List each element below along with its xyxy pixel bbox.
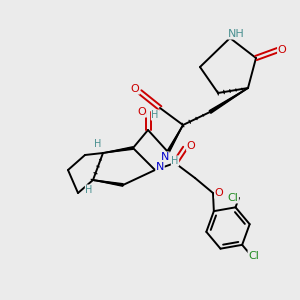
Polygon shape [167, 125, 183, 153]
Text: O: O [138, 107, 146, 117]
Text: Cl: Cl [227, 193, 239, 203]
Text: Cl: Cl [248, 250, 259, 260]
Text: H: H [151, 110, 159, 120]
Polygon shape [93, 180, 123, 186]
Text: O: O [214, 188, 224, 198]
Text: N: N [161, 152, 169, 162]
Text: NH: NH [228, 29, 244, 39]
Polygon shape [209, 88, 248, 113]
Text: N: N [156, 162, 164, 172]
Text: O: O [278, 45, 286, 55]
Text: H: H [94, 139, 102, 149]
Text: O: O [130, 84, 140, 94]
Text: H: H [85, 185, 93, 195]
Polygon shape [103, 147, 133, 153]
Text: H: H [171, 156, 179, 166]
Text: O: O [187, 141, 195, 151]
